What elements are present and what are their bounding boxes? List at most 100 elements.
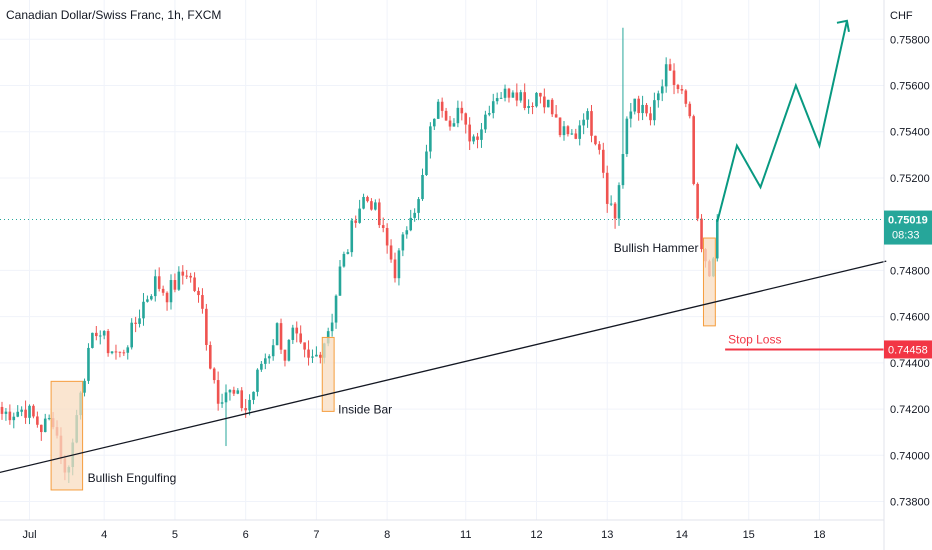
candle-body xyxy=(657,93,660,101)
candle-body xyxy=(40,424,43,433)
candle-body xyxy=(95,332,98,337)
candle-body xyxy=(295,327,299,334)
pattern-box xyxy=(321,336,335,412)
price-axis[interactable]: 0.73800 0.74000 0.74200 0.74400 0.74600 0.748… xyxy=(883,0,932,550)
candle-body xyxy=(43,418,47,433)
candle-body xyxy=(197,290,200,296)
pattern-label: Inside Bar xyxy=(338,402,392,416)
candle-body xyxy=(601,149,605,173)
candle-body xyxy=(692,116,695,184)
candle-body xyxy=(460,107,464,114)
candle-body xyxy=(102,331,106,336)
candle-body xyxy=(668,64,672,71)
price-tick-label: 0.75400 xyxy=(890,127,930,139)
candle-body xyxy=(193,277,196,291)
candle-body xyxy=(346,252,350,254)
candle-body xyxy=(248,399,251,411)
time-axis[interactable]: Jul 4 5 6 7 8 11 12 13 14 15 18 xyxy=(0,519,884,541)
candle-body xyxy=(291,327,295,340)
candle-body xyxy=(169,280,173,303)
price-tick-label: 0.73800 xyxy=(890,497,930,509)
candle-body xyxy=(201,295,204,309)
candle-body xyxy=(484,114,487,130)
candle-body xyxy=(405,230,409,235)
candle-body xyxy=(252,391,255,400)
current-price-tag xyxy=(884,210,932,245)
candle-body xyxy=(543,96,546,108)
candle-body xyxy=(224,392,228,403)
candle-body xyxy=(240,390,244,409)
candle-body xyxy=(664,64,668,87)
candle-body xyxy=(417,199,420,213)
candle-body xyxy=(433,118,436,127)
candle-body xyxy=(12,416,16,421)
candle-body xyxy=(83,380,86,393)
time-tick-label: 7 xyxy=(313,529,319,541)
candle-body xyxy=(36,416,39,425)
candle-body xyxy=(472,136,475,142)
candle-body xyxy=(134,322,137,324)
candle-body xyxy=(354,220,357,223)
candle-body xyxy=(114,351,118,353)
candle-body xyxy=(0,406,4,414)
candle-body xyxy=(366,196,369,202)
candle-body xyxy=(385,227,389,246)
price-tick-label: 0.74800 xyxy=(890,265,930,277)
candle-body xyxy=(562,126,566,136)
candle-body xyxy=(613,203,617,219)
candle-body xyxy=(161,288,165,293)
time-tick-label: Jul xyxy=(22,529,36,541)
candle-body xyxy=(700,218,703,250)
candle-body xyxy=(381,225,385,228)
candle-body xyxy=(590,111,593,136)
candle-body xyxy=(146,299,149,302)
candle-body xyxy=(609,203,613,205)
candle-body xyxy=(527,106,530,108)
candle-body xyxy=(110,351,114,354)
candle-body xyxy=(20,409,23,412)
candle-body xyxy=(688,103,692,117)
candle-body xyxy=(558,117,562,136)
candle-body xyxy=(680,89,684,91)
candle-body xyxy=(566,126,570,135)
countdown-text: 08:33 xyxy=(892,230,920,242)
candle-body xyxy=(342,253,346,267)
candle-body xyxy=(106,331,110,354)
candle-body xyxy=(617,185,621,219)
candle-body xyxy=(495,98,499,102)
candle-body xyxy=(629,111,633,119)
stop-loss-price-tag xyxy=(884,340,932,359)
candle-body xyxy=(260,363,263,370)
candle-body xyxy=(684,90,688,104)
candle-body xyxy=(570,133,574,135)
candle-body xyxy=(523,92,526,108)
candle-body xyxy=(440,101,444,111)
candle-body xyxy=(389,245,393,260)
candle-body xyxy=(177,271,181,290)
candle-body xyxy=(157,276,161,289)
price-tick-label: 0.74000 xyxy=(890,450,930,462)
candle-body xyxy=(208,344,212,369)
price-tick-label: 0.75600 xyxy=(890,81,930,93)
candle-body xyxy=(535,92,538,107)
time-tick-label: 18 xyxy=(813,529,825,541)
candle-body xyxy=(370,201,373,210)
grid xyxy=(0,0,884,520)
candle-body xyxy=(480,129,483,140)
candle-body xyxy=(4,411,8,414)
candle-body xyxy=(582,119,585,126)
time-tick-label: 6 xyxy=(243,529,249,541)
candle-body xyxy=(448,120,452,127)
candle-body xyxy=(649,113,652,121)
candle-body xyxy=(153,276,157,297)
candle-body xyxy=(98,335,102,337)
candle-body xyxy=(421,174,424,200)
candle-body xyxy=(232,389,236,394)
candle-body xyxy=(330,322,334,332)
candle-body xyxy=(641,104,644,114)
candle-body xyxy=(672,70,676,85)
currency-label: CHF xyxy=(890,10,913,22)
price-tick-label: 0.75800 xyxy=(890,34,930,46)
candle-body xyxy=(307,349,310,358)
